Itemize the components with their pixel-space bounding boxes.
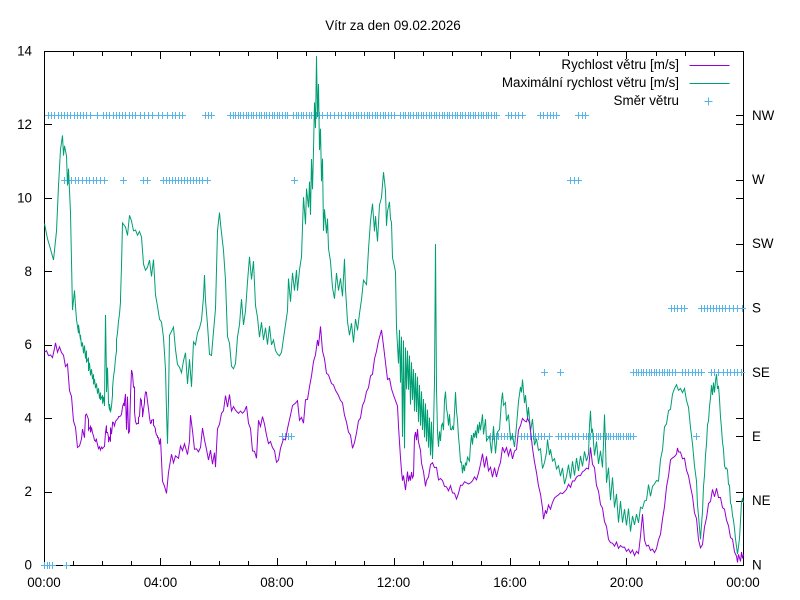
svg-text:08:00: 08:00 [260, 575, 294, 590]
svg-text:NW: NW [752, 108, 775, 123]
svg-text:2: 2 [25, 484, 32, 499]
svg-text:14: 14 [17, 44, 32, 59]
svg-text:6: 6 [25, 337, 32, 352]
svg-text:Rychlost větru [m/s]: Rychlost větru [m/s] [561, 57, 679, 72]
svg-text:W: W [752, 172, 765, 187]
svg-text:0: 0 [25, 558, 32, 573]
svg-text:E: E [752, 429, 761, 444]
svg-text:Směr větru: Směr větru [614, 93, 679, 108]
svg-text:4: 4 [25, 411, 33, 426]
svg-text:20:00: 20:00 [610, 575, 644, 590]
svg-text:8: 8 [25, 264, 32, 279]
svg-text:00:00: 00:00 [726, 575, 760, 590]
svg-text:NE: NE [752, 493, 771, 508]
svg-text:S: S [752, 301, 761, 316]
svg-text:12: 12 [17, 117, 32, 132]
svg-text:16:00: 16:00 [493, 575, 527, 590]
svg-text:SW: SW [752, 236, 774, 251]
svg-text:12:00: 12:00 [377, 575, 411, 590]
svg-text:00:00: 00:00 [27, 575, 61, 590]
svg-text:SE: SE [752, 365, 770, 380]
svg-text:Vítr za den 09.02.2026: Vítr za den 09.02.2026 [325, 18, 461, 33]
svg-text:10: 10 [17, 190, 32, 205]
svg-text:N: N [752, 558, 762, 573]
svg-text:Maximální rychlost větru [m/s]: Maximální rychlost větru [m/s] [502, 75, 679, 90]
svg-text:04:00: 04:00 [144, 575, 178, 590]
